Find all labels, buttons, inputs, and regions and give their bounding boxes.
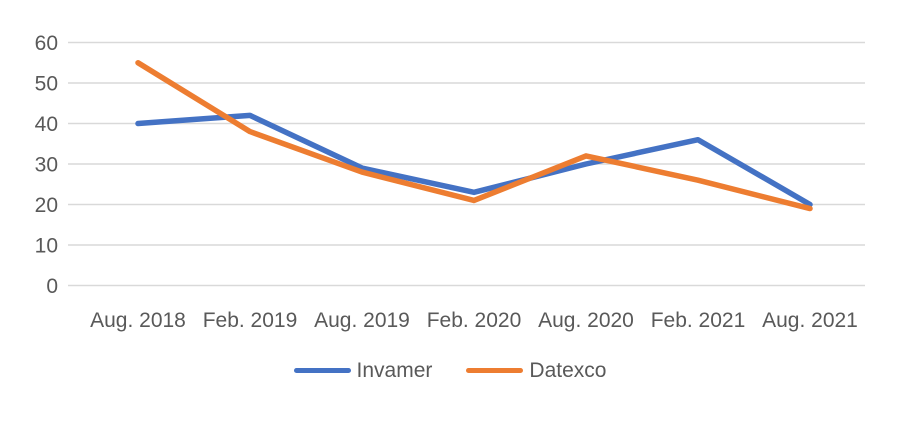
series-line-datexco <box>135 60 813 212</box>
legend-item-datexco: Datexco <box>466 360 606 381</box>
x-axis-label: Aug. 2018 <box>90 309 186 332</box>
x-axis-label: Feb. 2021 <box>651 309 746 332</box>
y-tick-label: 30 <box>35 154 58 177</box>
x-axis-label: Aug. 2020 <box>538 309 634 332</box>
x-axis-label: Feb. 2019 <box>203 309 298 332</box>
y-tick-label: 40 <box>35 113 58 136</box>
legend: Invamer Datexco <box>0 360 900 381</box>
x-axis-label: Feb. 2020 <box>427 309 522 332</box>
legend-swatch-datexco-icon <box>466 367 524 374</box>
legend-item-invamer: Invamer <box>293 359 433 382</box>
x-axis-label: Aug. 2019 <box>314 309 410 332</box>
legend-label-datexco: Datexco <box>529 359 607 382</box>
plot-area: 0 10 20 30 40 50 60 Aug. 2018 Feb. 2019 Aug. 2019… <box>35 32 865 332</box>
y-tick-label: 60 <box>35 32 58 55</box>
series-line-invamer <box>135 112 813 208</box>
y-tick-label: 0 <box>46 275 58 298</box>
y-tick-label: 50 <box>35 73 58 96</box>
legend-swatch-invamer-icon <box>293 367 351 374</box>
y-tick-label: 10 <box>35 235 58 258</box>
legend-label-invamer: Invamer <box>356 359 433 382</box>
y-tick-label: 20 <box>35 194 58 217</box>
x-axis-label: Aug. 2021 <box>762 309 858 332</box>
